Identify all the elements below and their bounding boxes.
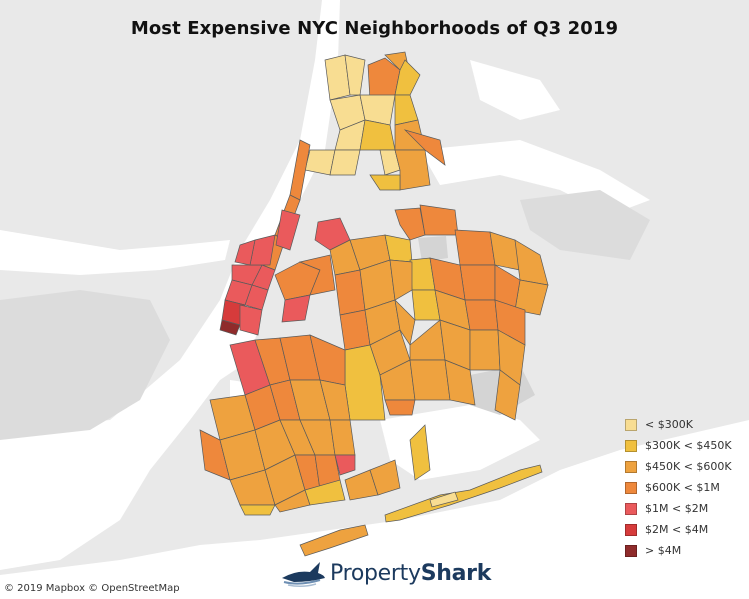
legend-item[interactable]: $1M < $2M xyxy=(625,498,745,519)
propertyshark-logo[interactable]: PropertyShark xyxy=(280,556,491,590)
neighborhood-regions[interactable] xyxy=(199,51,549,516)
neighborhood-region[interactable] xyxy=(219,319,241,336)
neighborhood-region[interactable] xyxy=(329,149,361,176)
neighborhood-region[interactable] xyxy=(234,239,256,266)
neighborhood-region[interactable] xyxy=(454,229,496,266)
neighborhood-region[interactable] xyxy=(389,259,413,301)
legend-label: $2M < $4M xyxy=(645,523,709,536)
legend-item[interactable]: $450K < $600K xyxy=(625,456,745,477)
logo-text-property: Property xyxy=(330,560,421,586)
rockaway-peninsula[interactable] xyxy=(299,424,543,557)
neighborhood-region[interactable] xyxy=(409,359,451,401)
legend-label: > $4M xyxy=(645,544,682,557)
legend-swatch xyxy=(625,418,637,431)
neighborhood-region[interactable] xyxy=(469,329,501,371)
legend-label: $450K < $600K xyxy=(645,460,732,473)
legend-label: $300K < $450K xyxy=(645,439,732,452)
neighborhood-region[interactable] xyxy=(409,319,446,361)
legend-item[interactable]: $600K < $1M xyxy=(625,477,745,498)
neighborhood-region[interactable] xyxy=(394,207,426,241)
neighborhood-region[interactable] xyxy=(339,309,371,351)
neighborhood-region[interactable] xyxy=(384,399,416,416)
neighborhood-region[interactable] xyxy=(419,204,459,236)
neighborhood-region[interactable] xyxy=(304,479,346,506)
legend-label: < $300K xyxy=(645,418,693,431)
logo-text-shark: Shark xyxy=(420,560,492,586)
neighborhood-region[interactable] xyxy=(514,239,549,286)
legend-item[interactable]: $300K < $450K xyxy=(625,435,745,456)
legend-item[interactable]: > $4M xyxy=(625,540,745,561)
legend-item[interactable]: $2M < $4M xyxy=(625,519,745,540)
neighborhood-region[interactable] xyxy=(298,254,336,296)
legend-swatch xyxy=(625,439,637,452)
neighborhood-region[interactable] xyxy=(444,359,476,406)
neighborhood-region[interactable] xyxy=(494,369,521,421)
legend-swatch xyxy=(625,523,637,536)
neighborhood-region[interactable] xyxy=(334,454,356,476)
neighborhood-region[interactable] xyxy=(239,304,263,336)
neighborhood-region[interactable] xyxy=(239,504,276,516)
neighborhood-region[interactable] xyxy=(459,264,496,301)
logo-text: PropertyShark xyxy=(330,561,491,586)
legend-item[interactable]: < $300K xyxy=(625,414,745,435)
map-attribution[interactable]: © 2019 Mapbox © OpenStreetMap xyxy=(4,583,180,594)
shark-icon xyxy=(282,562,325,588)
map-title: Most Expensive NYC Neighborhoods of Q3 2… xyxy=(130,18,619,39)
legend-label: $600K < $1M xyxy=(645,481,720,494)
legend-swatch xyxy=(625,502,637,515)
legend-swatch xyxy=(625,460,637,473)
legend-label: $1M < $2M xyxy=(645,502,709,515)
neighborhood-region[interactable] xyxy=(464,299,499,331)
neighborhood-region[interactable] xyxy=(281,294,311,323)
legend-swatch xyxy=(625,481,637,494)
neighborhood-region[interactable] xyxy=(275,209,301,251)
neighborhood-region[interactable] xyxy=(369,459,401,496)
neighborhood-region[interactable] xyxy=(403,129,446,166)
neighborhood-region[interactable] xyxy=(394,149,431,191)
neighborhood-region[interactable] xyxy=(369,174,401,191)
map-legend: < $300K $300K < $450K $450K < $600K $600… xyxy=(625,414,745,561)
legend-swatch xyxy=(625,544,637,557)
